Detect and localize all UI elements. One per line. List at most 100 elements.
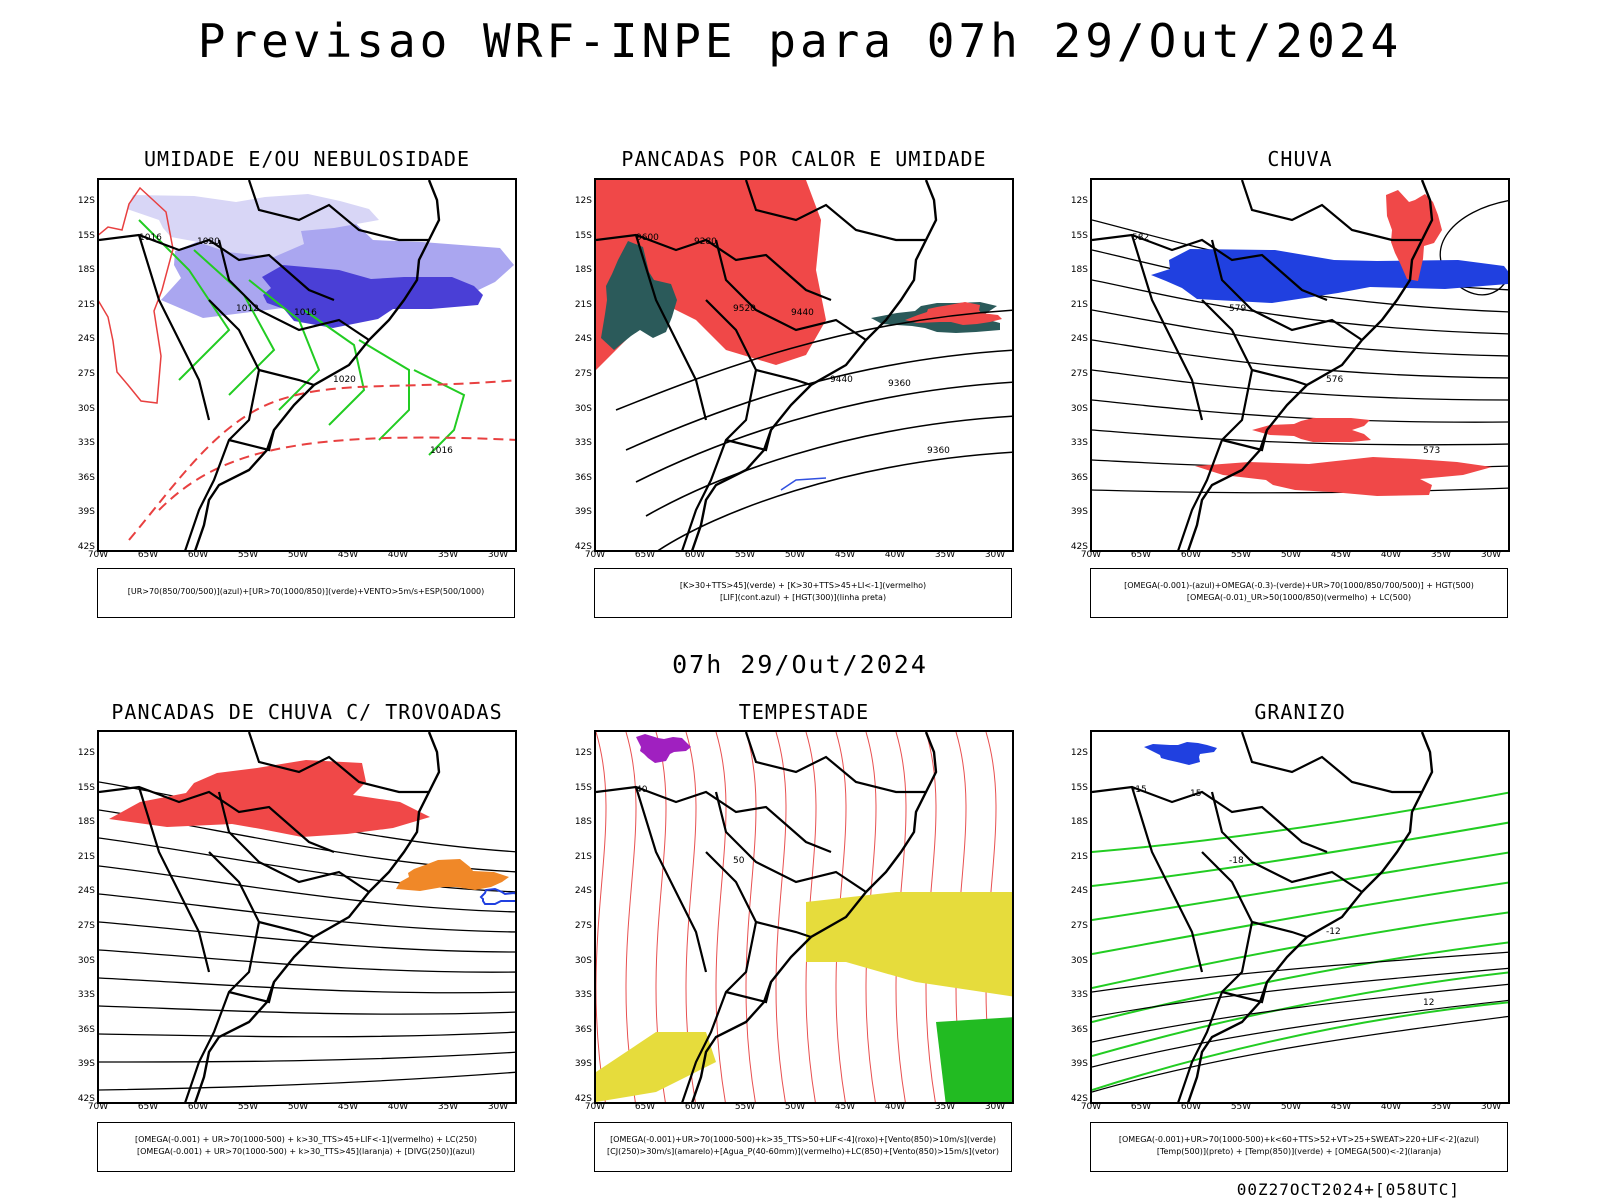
latitude-label: 24S — [574, 334, 592, 345]
latitude-label: 27S — [1070, 921, 1088, 931]
thunderstorm-area — [109, 760, 430, 837]
lc850-streamline — [895, 732, 907, 1102]
country-border — [1130, 786, 1204, 973]
instability-area-teal — [601, 241, 677, 350]
latitude-label: 42S — [1070, 1094, 1088, 1104]
panel-title: PANCADAS DE CHUVA C/ TROVOADAS — [111, 700, 503, 724]
temp850-contour — [1092, 941, 1508, 1023]
panel-legend: [OMEGA(-0.001) + UR>70(1000-500) + k>30_… — [97, 1122, 515, 1172]
country-border — [228, 429, 276, 452]
hgt500-streamline — [1092, 399, 1508, 423]
latitude-label: 27S — [574, 921, 592, 931]
contour-label: 9600 — [636, 233, 659, 243]
hgt300-contour — [657, 451, 1012, 550]
severe-storm-area — [636, 734, 691, 763]
country-border — [247, 732, 429, 794]
panel-title: TEMPESTADE — [738, 700, 870, 724]
country-border — [725, 981, 773, 1004]
forecast-map: 582 579 576 573 — [1090, 178, 1510, 552]
longitude-label: 30W — [1480, 550, 1502, 560]
lc250-streamline — [99, 1031, 515, 1038]
latitude-label: 27S — [574, 369, 592, 379]
latitude-label: 42S — [77, 542, 95, 552]
temp500-contour — [1092, 951, 1508, 993]
temp850-contour — [1092, 821, 1508, 887]
lc250-streamline — [99, 977, 515, 994]
country-border — [1092, 233, 1328, 302]
longitude-label: 60W — [1180, 1102, 1202, 1112]
contour-label: 9360 — [888, 379, 911, 389]
map-canvas: 582 579 576 573 — [1092, 180, 1508, 550]
lc850-streamline — [925, 732, 937, 1102]
forecast-map — [97, 730, 517, 1104]
longitude-label: 30W — [1480, 1102, 1502, 1112]
latitude-label: 42S — [1070, 542, 1088, 552]
latitude-label: 36S — [1070, 472, 1088, 483]
latitude-label: 27S — [77, 369, 95, 379]
latitude-label: 12S — [1070, 196, 1088, 206]
country-border — [596, 233, 832, 302]
latitude-label: 21S — [77, 851, 95, 862]
contour-label: 40 — [636, 785, 648, 795]
country-border — [217, 791, 370, 893]
run-timestamp: 00Z27OCT2024+[058UTC] — [1236, 1180, 1460, 1199]
longitude-label: 50W — [287, 550, 309, 560]
map-canvas: 40 50 — [596, 732, 1012, 1102]
hgt300-contour — [615, 309, 1012, 411]
country-border — [1221, 429, 1269, 452]
latitude-label: 24S — [1070, 886, 1088, 897]
legend-line: [OMEGA(-0.001) + UR>70(1000-500) + k>30_… — [134, 1135, 478, 1144]
longitude-label: 65W — [1130, 1102, 1152, 1112]
longitude-label: 45W — [337, 1102, 359, 1112]
latitude-label: 33S — [77, 438, 95, 449]
longitude-label: 65W — [137, 550, 159, 560]
contour-label: 1020 — [197, 237, 220, 247]
humidity-low-contour — [413, 369, 466, 456]
latitude-label: 42S — [574, 542, 592, 552]
temp500-contour — [1092, 1015, 1508, 1093]
latitude-label: 36S — [574, 472, 592, 483]
forecast-map: 1016 1012 1020 1016 1020 1016 — [97, 178, 517, 552]
country-border — [681, 299, 758, 550]
lc850-streamline — [596, 732, 607, 1102]
latitude-label: 39S — [77, 507, 95, 518]
longitude-label: 60W — [684, 550, 706, 560]
panel-title: GRANIZO — [1254, 700, 1346, 724]
latitude-label: 21S — [574, 299, 592, 310]
contour-label: 9360 — [927, 446, 950, 456]
latitude-label: 36S — [1070, 1024, 1088, 1035]
contour-label: 1016 — [139, 233, 162, 243]
lc250-streamline — [99, 865, 515, 913]
hail-risk-area — [1144, 742, 1217, 765]
lc250-streamline — [99, 1051, 515, 1063]
jet-core-area — [806, 892, 1012, 997]
longitude-label: 65W — [634, 550, 656, 560]
latitude-label: 30S — [1070, 403, 1088, 414]
longitude-label: 70W — [1080, 550, 1102, 560]
country-border — [99, 785, 335, 854]
latitude-label: 39S — [1070, 507, 1088, 518]
longitude-label: 55W — [237, 1102, 259, 1112]
latitude-label: 12S — [77, 748, 95, 758]
contour-label: 50 — [733, 856, 745, 866]
contour-label: -12 — [1326, 927, 1341, 937]
country-border — [1210, 791, 1363, 893]
divergence-contour — [479, 887, 515, 905]
longitude-label: 35W — [437, 1102, 459, 1112]
latitude-label: 27S — [1070, 369, 1088, 379]
lc850-streamline — [805, 732, 817, 1102]
temp500-contour — [1092, 999, 1508, 1068]
longitude-label: 30W — [984, 1102, 1006, 1112]
longitude-label: 50W — [784, 1102, 806, 1112]
longitude-label: 65W — [137, 1102, 159, 1112]
hgt500-streamline — [1092, 309, 1508, 357]
thickness-contour — [158, 436, 515, 511]
latitude-label: 21S — [574, 851, 592, 862]
humidity-low-contour — [358, 339, 410, 441]
latitude-label: 33S — [574, 990, 592, 1001]
contour-label: 15 — [1190, 789, 1201, 799]
latitude-label: 15S — [574, 230, 592, 241]
latitude-label: 36S — [574, 1024, 592, 1035]
legend-line: [LIF](cont.azul) + [HGT(300)](linha pret… — [719, 593, 887, 602]
longitude-label: 55W — [237, 550, 259, 560]
